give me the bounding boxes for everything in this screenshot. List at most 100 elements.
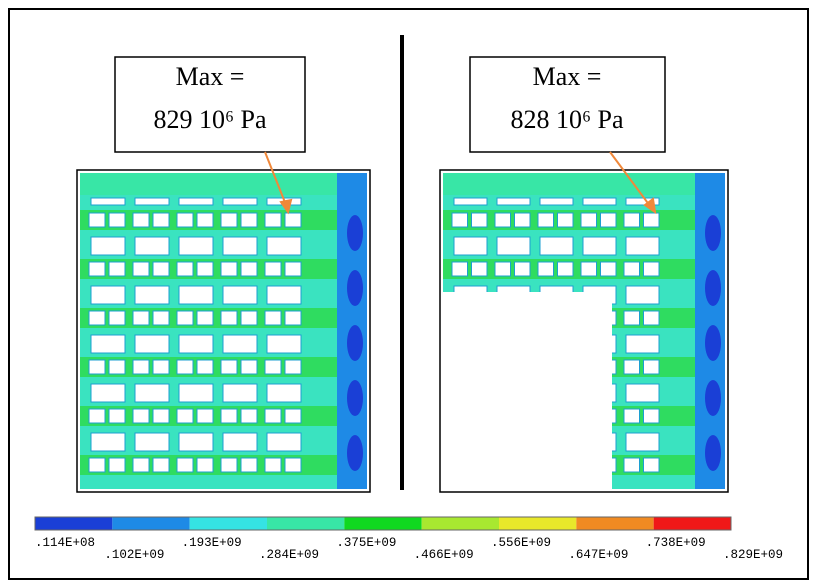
hole-large <box>453 236 488 256</box>
hole-large <box>625 334 660 354</box>
contour-blob <box>347 215 363 251</box>
hole-small <box>451 261 468 277</box>
slit <box>222 197 258 206</box>
colorbar-segment <box>499 517 577 530</box>
hole-small <box>132 359 150 375</box>
colorbar-label: .738E+09 <box>646 536 706 550</box>
hole-large <box>266 334 302 354</box>
slit <box>134 197 170 206</box>
slit <box>90 197 126 206</box>
contour-blob <box>705 325 721 361</box>
hole-small <box>108 408 126 424</box>
annotation-line: 828 10⁶ Pa <box>510 105 624 134</box>
hole-large <box>134 334 170 354</box>
hole-small <box>264 310 282 326</box>
hole-large <box>134 285 170 305</box>
hole-large <box>266 383 302 403</box>
hole-small <box>264 359 282 375</box>
slit <box>496 197 531 206</box>
arrows <box>264 151 657 215</box>
hole-large <box>222 334 258 354</box>
hole-large <box>178 285 214 305</box>
hole-small <box>643 212 660 228</box>
contour-blob <box>347 325 363 361</box>
hole-small <box>643 408 660 424</box>
annotation-line: Max = <box>176 62 245 91</box>
hole-small <box>88 212 106 228</box>
hole-small <box>643 457 660 473</box>
hole-small <box>284 212 302 228</box>
annotation-box <box>114 56 306 153</box>
hole-small <box>88 408 106 424</box>
hole-small <box>623 212 640 228</box>
slit <box>539 197 574 206</box>
hole-small <box>220 457 238 473</box>
hole-small <box>451 212 468 228</box>
hole-small <box>108 359 126 375</box>
hole-small <box>264 212 282 228</box>
colorbar-label: .114E+08 <box>35 536 95 550</box>
slit <box>453 197 488 206</box>
colorbar-segment <box>112 517 190 530</box>
hole-small <box>196 359 214 375</box>
annotation-line: 829 10⁶ Pa <box>153 105 267 134</box>
hole-small <box>494 212 511 228</box>
hole-small <box>600 212 617 228</box>
hole-large <box>582 236 617 256</box>
contour-blob <box>705 215 721 251</box>
hole-small <box>196 408 214 424</box>
annotation-box <box>469 56 666 153</box>
hole-small <box>108 261 126 277</box>
hole-small <box>240 408 258 424</box>
hole-small <box>623 261 640 277</box>
arrow-head <box>643 197 657 215</box>
hole-small <box>284 457 302 473</box>
hole-small <box>537 212 554 228</box>
colorbar-segment <box>189 517 267 530</box>
colorbar-label: .556E+09 <box>491 536 551 550</box>
hole-small <box>176 457 194 473</box>
hole-small <box>580 261 597 277</box>
contour-top <box>443 173 725 195</box>
colorbar-label: .193E+09 <box>182 536 242 550</box>
hole-small <box>284 359 302 375</box>
hole-large <box>178 236 214 256</box>
hole-small <box>220 212 238 228</box>
hole-small <box>152 457 170 473</box>
contour-blob <box>705 435 721 471</box>
hole-small <box>643 310 660 326</box>
hole-small <box>240 212 258 228</box>
hole-small <box>176 261 194 277</box>
colorbar: .114E+08 .102E+09 .193E+09 .284E+09 .375E+09… <box>34 516 783 562</box>
hole-small <box>600 261 617 277</box>
hole-small <box>132 212 150 228</box>
contour-blob <box>347 435 363 471</box>
hole-small <box>108 310 126 326</box>
hole-large <box>539 236 574 256</box>
hole-small <box>240 261 258 277</box>
hole-small <box>132 408 150 424</box>
hole-small <box>132 261 150 277</box>
hole-small <box>88 457 106 473</box>
hole-small <box>264 261 282 277</box>
hole-large <box>134 432 170 452</box>
colorbar-label: .829E+09 <box>723 548 783 562</box>
hole-small <box>152 408 170 424</box>
slit <box>178 197 214 206</box>
colorbar-segment <box>421 517 499 530</box>
hole-small <box>514 212 531 228</box>
arrow-head <box>279 198 293 215</box>
colorbar-label: .375E+09 <box>336 536 396 550</box>
hole-small <box>88 310 106 326</box>
hole-large <box>222 236 258 256</box>
slit <box>625 197 660 206</box>
hole-small <box>580 212 597 228</box>
hole-small <box>176 408 194 424</box>
hole-small <box>108 212 126 228</box>
hole-small <box>284 310 302 326</box>
hole-small <box>471 212 488 228</box>
hole-small <box>240 310 258 326</box>
colorbar-segment <box>653 517 731 530</box>
hole-small <box>623 310 640 326</box>
